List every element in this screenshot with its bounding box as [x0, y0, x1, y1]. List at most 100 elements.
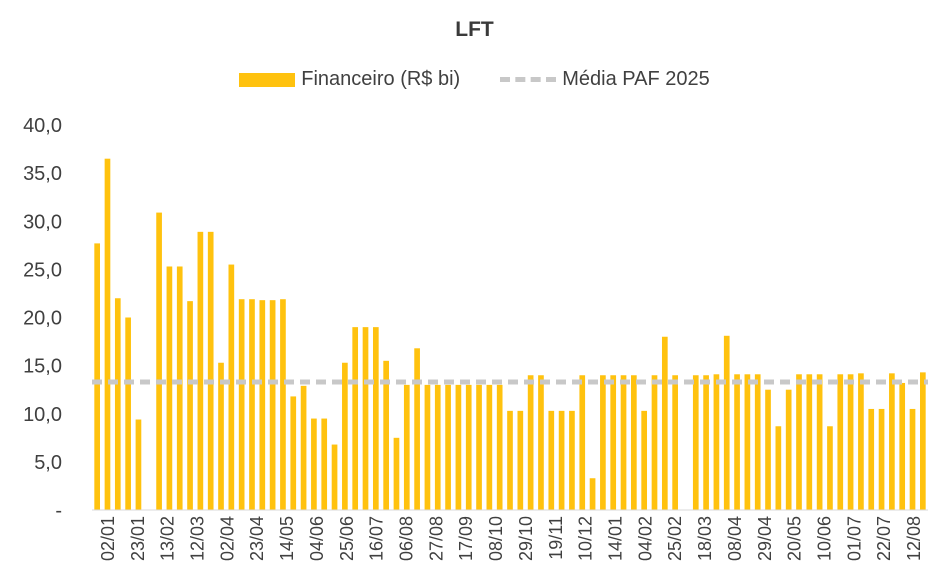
- bar: [476, 384, 482, 511]
- bar: [744, 374, 751, 510]
- bar: [909, 408, 916, 510]
- y-tick-label: 15,0: [23, 356, 62, 378]
- y-tick-label: 5,0: [34, 452, 62, 474]
- x-tick-label: 12/08: [904, 516, 924, 561]
- bars: [94, 158, 926, 511]
- x-tick-label: 27/08: [426, 516, 446, 561]
- bar: [372, 327, 379, 511]
- x-tick-label: 23/04: [247, 516, 267, 561]
- bar: [238, 299, 245, 510]
- x-tick-label: 20/05: [785, 516, 805, 561]
- y-tick-label: 40,0: [23, 115, 62, 137]
- x-tick-label: 02/01: [98, 516, 118, 561]
- bar: [785, 389, 792, 510]
- legend: Financeiro (R$ bi) Média PAF 2025: [0, 68, 949, 91]
- bar: [899, 382, 906, 510]
- bar: [311, 418, 317, 510]
- y-tick-label: 30,0: [23, 211, 62, 233]
- bar: [383, 360, 389, 510]
- bar: [827, 426, 833, 510]
- bar: [114, 298, 121, 510]
- bar: [723, 335, 730, 510]
- x-tick-label: 16/07: [367, 516, 387, 561]
- bar: [703, 375, 709, 510]
- bar: [651, 375, 658, 510]
- x-tick-label: 04/02: [635, 516, 655, 561]
- bar: [269, 300, 276, 510]
- y-tick-label: 25,0: [23, 259, 62, 281]
- y-tick-label: 20,0: [23, 308, 62, 330]
- x-tick-label: 23/01: [128, 516, 148, 561]
- bar: [517, 410, 524, 510]
- bar: [393, 437, 400, 510]
- bar: [218, 362, 224, 510]
- bar: [569, 410, 575, 510]
- bar: [352, 327, 359, 511]
- x-tick-label: 29/10: [516, 516, 536, 561]
- bar: [548, 410, 555, 510]
- legend-label-bars: Financeiro (R$ bi): [301, 68, 461, 90]
- x-tick-label: 06/08: [397, 516, 417, 561]
- bar: [300, 385, 307, 510]
- y-tick-label: -: [55, 500, 62, 522]
- bar: [889, 373, 895, 510]
- bar: [754, 374, 761, 510]
- bar: [445, 384, 451, 511]
- bar: [290, 396, 297, 510]
- x-axis: 02/01 23/01 13/02 12/03 02/04 23/04 14/05 04/06…: [92, 509, 928, 561]
- bar: [176, 266, 183, 510]
- x-tick-label: 19/11: [546, 516, 566, 560]
- bar: [847, 374, 854, 510]
- bar: [414, 348, 420, 510]
- bar: [858, 373, 864, 510]
- y-tick-label: 35,0: [23, 163, 62, 185]
- x-tick-label: 08/10: [486, 516, 506, 561]
- chart-title: LFT: [455, 18, 494, 41]
- bar: [713, 374, 720, 510]
- bar: [280, 299, 286, 510]
- bar: [331, 444, 338, 510]
- bar: [527, 375, 534, 510]
- x-tick-label: 04/06: [307, 516, 327, 561]
- bar: [806, 374, 813, 510]
- bar: [641, 410, 648, 510]
- bar: [403, 384, 410, 511]
- x-tick-label: 01/07: [844, 516, 864, 561]
- x-tick-label: 22/07: [874, 516, 894, 561]
- bar: [125, 317, 131, 510]
- bar: [620, 375, 627, 510]
- bar: [661, 336, 668, 510]
- bar: [816, 374, 823, 510]
- bar: [496, 384, 503, 511]
- bar: [558, 410, 565, 510]
- bar: [104, 158, 111, 510]
- x-tick-label: 18/03: [695, 516, 715, 561]
- bar: [538, 375, 544, 510]
- x-tick-label: 25/06: [337, 516, 357, 561]
- bar: [156, 212, 162, 510]
- x-tick-label: 12/03: [188, 516, 208, 561]
- bar: [362, 327, 369, 511]
- bar: [579, 375, 586, 510]
- bar: [486, 384, 493, 511]
- bar: [455, 384, 462, 511]
- bar: [796, 374, 802, 510]
- x-tick-label: 13/02: [158, 516, 178, 561]
- bar: [465, 384, 472, 511]
- legend-swatch-bars: [239, 72, 296, 87]
- legend-label-average: Média PAF 2025: [562, 68, 710, 90]
- bar: [589, 478, 596, 510]
- x-tick-label: 08/04: [725, 516, 745, 561]
- bar: [207, 231, 214, 510]
- x-tick-label: 10/06: [815, 516, 835, 561]
- bar: [920, 372, 926, 510]
- legend-swatch-average: [500, 77, 557, 82]
- bar: [424, 384, 431, 511]
- bar: [135, 419, 142, 510]
- legend-item-bars: Financeiro (R$ bi): [239, 68, 460, 91]
- bar: [765, 389, 771, 510]
- x-tick-label: 14/01: [606, 516, 626, 561]
- bar: [249, 299, 255, 510]
- bar: [197, 231, 204, 510]
